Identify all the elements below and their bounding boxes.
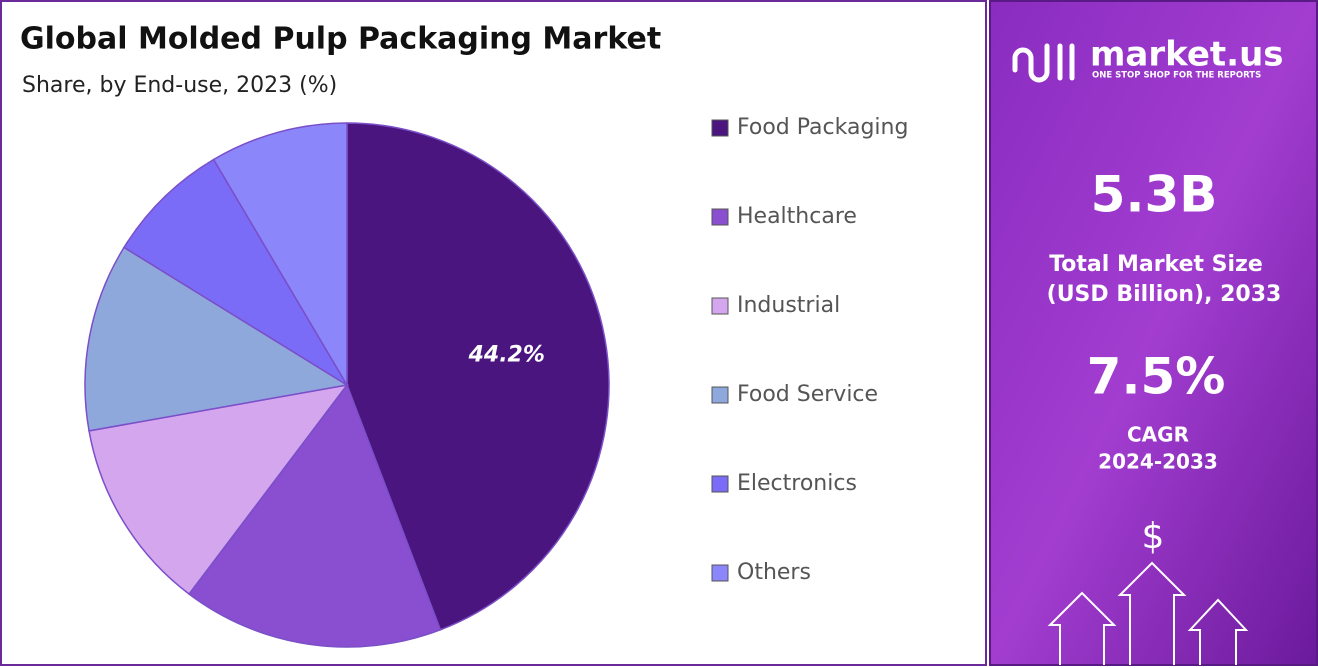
currency-icon: $ (1142, 516, 1165, 557)
chart-title: Global Molded Pulp Packaging Market (20, 22, 661, 57)
pie-slice (212, 122, 348, 388)
pie-slice (187, 383, 442, 648)
legend-swatch (711, 564, 729, 582)
legend-swatch (711, 119, 729, 137)
cagr-label: CAGR (1127, 423, 1189, 447)
data-label: 44.2% (468, 343, 545, 368)
market-size-label: Total Market Size (1049, 252, 1263, 277)
legend: Food Packaging Healthcare Industrial Food S… (711, 115, 908, 585)
brand: market.us (1090, 35, 1284, 75)
chart-subtitle: Share, by End-use, 2023 (%) (22, 73, 337, 98)
tagline: ONE STOP SHOP FOR THE REPORTS (1092, 71, 1261, 81)
legend-label: Healthcare (737, 204, 857, 229)
legend-label: Industrial (737, 293, 840, 318)
legend-swatch (711, 386, 729, 404)
cagr: 7.5% (1087, 348, 1226, 406)
pie-slice (123, 158, 348, 386)
info-panel (989, 0, 1318, 666)
pie-slice (346, 122, 610, 631)
legend-label: Food Service (737, 382, 878, 407)
pie-slice (88, 383, 349, 596)
legend-swatch (711, 475, 729, 493)
legend-swatch (711, 208, 729, 226)
growth-arrows (1047, 561, 1249, 665)
legend-label: Electronics (737, 471, 857, 496)
legend-swatch (711, 297, 729, 315)
logo-icon (1012, 43, 1075, 83)
pie: 44.2% (84, 122, 610, 648)
market-size-label: (USD Billion), 2033 (1047, 282, 1282, 307)
pie-slice (84, 246, 350, 432)
market-size: 5.3B (1091, 166, 1218, 224)
cagr-label: 2024-2033 (1098, 450, 1218, 474)
legend-label: Food Packaging (737, 115, 908, 140)
legend-label: Others (737, 560, 811, 585)
